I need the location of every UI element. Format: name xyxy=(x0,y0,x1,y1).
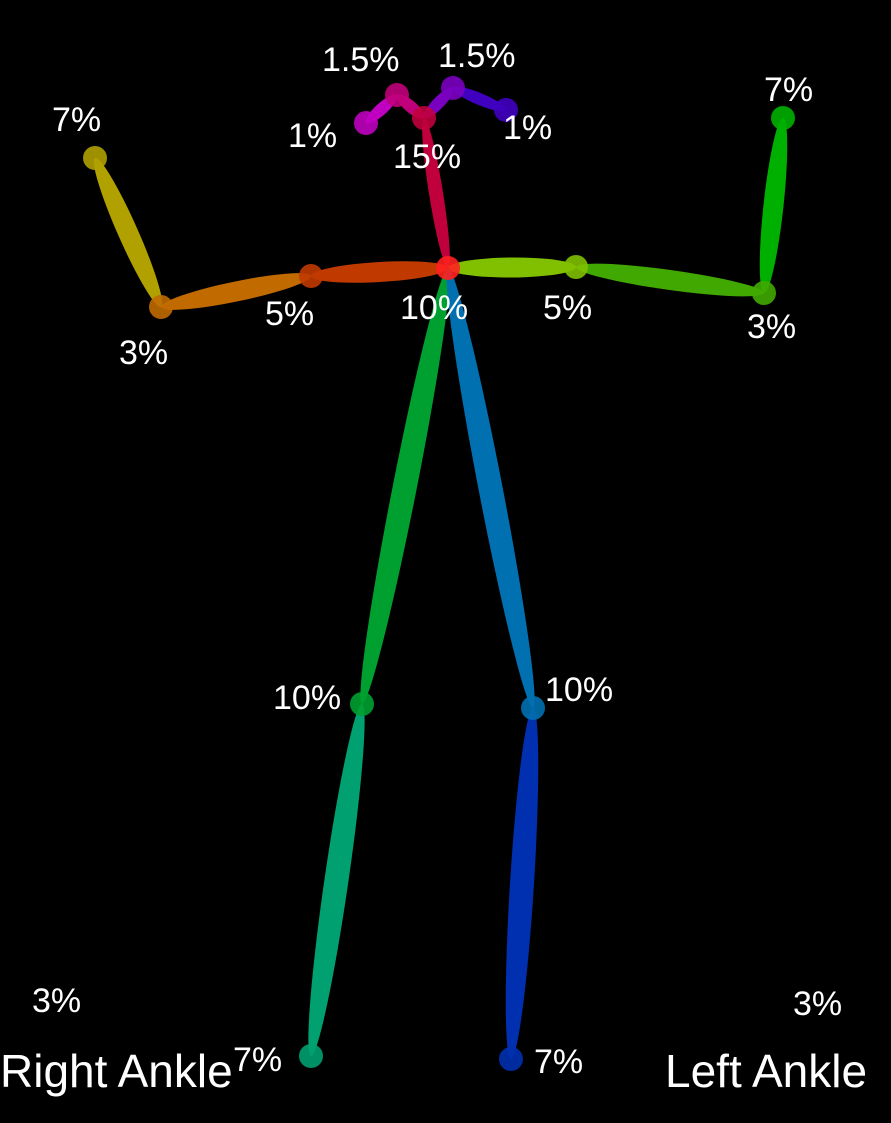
joint-neck xyxy=(436,256,460,280)
right-eye-label: 1.5% xyxy=(322,41,400,79)
right-elbow-label: 3% xyxy=(119,334,168,372)
right-ankle-title: Right Ankle xyxy=(0,1045,233,1097)
limb-left-upper-arm xyxy=(575,263,765,297)
right-ankle-label: 7% xyxy=(233,1041,282,1079)
neck-label: 10% xyxy=(400,289,468,327)
joint-left-eye xyxy=(441,76,465,100)
limb-right-shin xyxy=(308,703,365,1057)
limb-neck-right-shoulder xyxy=(310,261,449,283)
joint-left-wrist xyxy=(771,106,795,130)
left-ear-label: 1% xyxy=(503,109,552,147)
joint-right-elbow xyxy=(149,295,173,319)
joint-right-eye xyxy=(385,83,409,107)
limb-left-forearm xyxy=(759,117,788,294)
left-eye-label: 1.5% xyxy=(438,37,516,75)
limb-neck-left-shoulder xyxy=(447,257,577,278)
left-wrist-label: 7% xyxy=(764,71,813,109)
right-foot-label: 3% xyxy=(32,982,81,1020)
nose-label: 15% xyxy=(393,138,461,176)
joint-right-wrist xyxy=(83,146,107,170)
limb-left-eye-ear xyxy=(452,86,507,112)
joint-right-ankle xyxy=(299,1044,323,1068)
joint-left-knee xyxy=(521,696,545,720)
limb-neck-nose xyxy=(422,117,450,269)
joint-left-ankle xyxy=(499,1047,523,1071)
joint-nose xyxy=(412,106,436,130)
right-knee-label: 10% xyxy=(273,679,341,717)
joint-left-shoulder xyxy=(564,255,588,279)
limb-neck-right-knee xyxy=(360,267,450,705)
limbs xyxy=(93,86,788,1060)
right-shoulder-label: 5% xyxy=(265,295,314,333)
limb-right-forearm xyxy=(93,157,163,308)
joint-left-elbow xyxy=(752,281,776,305)
joints xyxy=(83,76,795,1071)
left-knee-label: 10% xyxy=(545,671,613,709)
limb-right-upper-arm xyxy=(160,273,312,310)
limb-neck-left-knee xyxy=(446,267,535,709)
left-foot-label: 3% xyxy=(793,985,842,1023)
joint-left-ear xyxy=(494,98,518,122)
percentage-labels: 15% 1.5% 1.5% 1% 1% 10% 5% 5% 3% 3% 7% 7… xyxy=(32,37,842,1081)
joint-right-knee xyxy=(350,692,374,716)
limb-left-shin xyxy=(505,707,539,1060)
left-ankle-title: Left Ankle xyxy=(665,1045,867,1097)
joint-right-shoulder xyxy=(299,264,323,288)
left-shoulder-label: 5% xyxy=(543,289,592,327)
right-ear-label: 1% xyxy=(288,117,337,155)
left-elbow-label: 3% xyxy=(747,308,796,346)
left-ankle-label: 7% xyxy=(534,1043,583,1081)
joint-right-ear xyxy=(354,111,378,135)
right-wrist-label: 7% xyxy=(52,101,101,139)
